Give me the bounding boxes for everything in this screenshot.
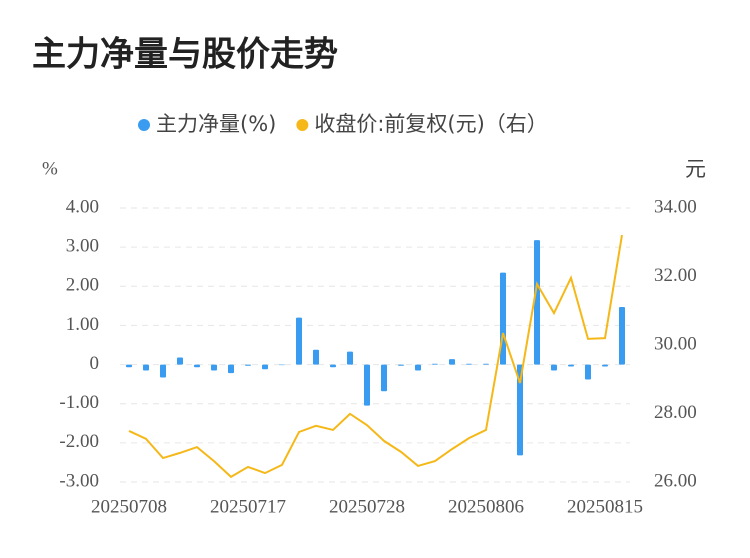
bar <box>483 363 489 365</box>
bar <box>517 364 523 456</box>
bar <box>398 364 404 366</box>
y-tick-label: 4.00 <box>66 196 99 217</box>
bar <box>347 351 353 365</box>
bar <box>262 364 268 370</box>
y-tick-label: -1.00 <box>59 392 99 413</box>
bar <box>160 364 166 378</box>
bar <box>126 364 132 368</box>
bar <box>194 364 200 368</box>
bar <box>364 364 370 406</box>
bar <box>143 364 149 371</box>
y-axis-label: % <box>42 158 58 179</box>
y2-tick-label: 28.00 <box>654 402 697 423</box>
bar <box>551 364 557 371</box>
y-tick-label: 2.00 <box>66 275 99 296</box>
bar <box>619 307 625 365</box>
bar <box>585 364 591 380</box>
bar <box>449 359 455 365</box>
y2-tick-label: 30.00 <box>654 333 697 354</box>
legend-marker <box>296 119 309 131</box>
y-tick-label: 1.00 <box>66 314 99 335</box>
x-tick-label: 20250815 <box>567 496 643 517</box>
y2-axis-label: 元 <box>685 157 706 181</box>
bar <box>228 364 234 374</box>
y-tick-label: 3.00 <box>66 236 99 257</box>
bar <box>313 349 319 365</box>
x-tick-label: 20250708 <box>91 496 167 517</box>
bar <box>211 364 217 371</box>
bar <box>534 240 540 365</box>
legend-label: 主力净量(%) <box>156 112 276 136</box>
x-tick-label: 20250717 <box>210 496 286 517</box>
bar <box>415 364 421 371</box>
bar <box>177 357 183 365</box>
legend-label: 收盘价:前复权(元)（右） <box>314 112 547 136</box>
bar <box>245 364 251 366</box>
bar <box>602 364 608 367</box>
bar <box>296 317 302 365</box>
y2-tick-label: 32.00 <box>654 265 697 286</box>
x-tick-label: 20250806 <box>448 496 524 517</box>
bar <box>381 364 387 392</box>
bar <box>279 364 285 366</box>
bar <box>330 364 336 368</box>
y2-tick-label: 34.00 <box>654 196 697 217</box>
bar <box>568 364 574 367</box>
chart-title: 主力净量与股价走势 <box>32 35 338 75</box>
x-tick-label: 20250728 <box>329 496 405 517</box>
y-tick-label: -2.00 <box>59 431 99 452</box>
y-tick-label: 0 <box>90 353 100 374</box>
bar <box>466 363 472 365</box>
legend-marker <box>138 119 150 131</box>
price-line <box>128 234 623 479</box>
y-tick-label: -3.00 <box>59 470 99 491</box>
y2-tick-label: 26.00 <box>654 470 697 491</box>
bar <box>432 363 438 365</box>
